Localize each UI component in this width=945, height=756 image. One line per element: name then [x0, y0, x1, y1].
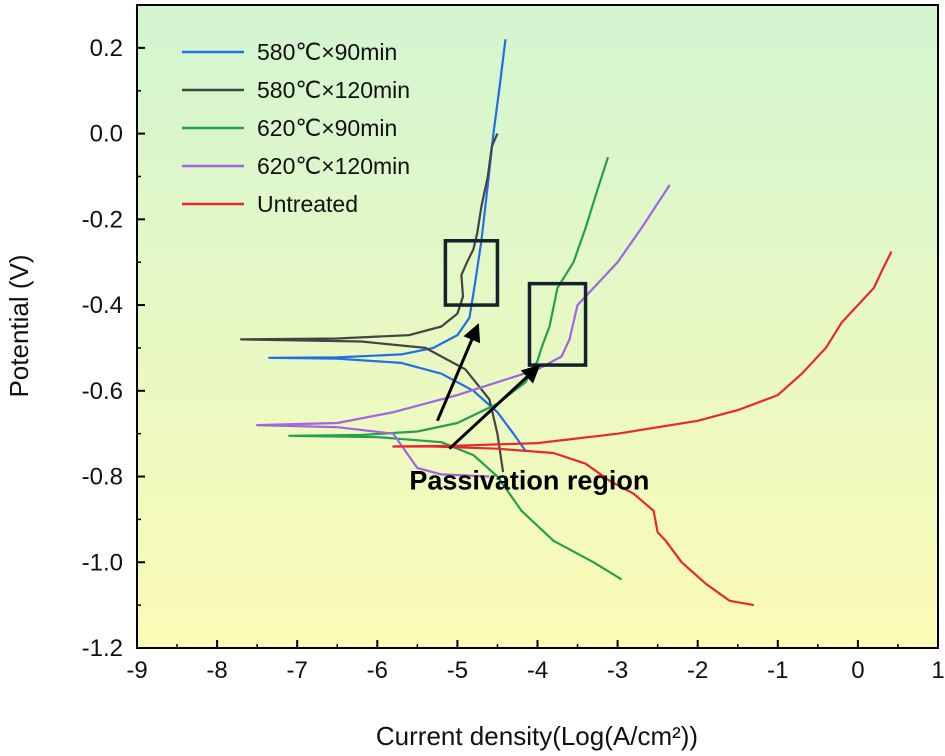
x-tick-label-2: -7: [287, 657, 308, 684]
passivation-arrow-1: [448, 364, 541, 450]
y-tick-label-7: 0.2: [90, 35, 123, 62]
series-line-1: [240, 133, 505, 473]
legend-label-2: 620℃×90min: [257, 115, 397, 141]
x-tick-label-9: 0: [851, 657, 864, 684]
x-tick-label-0: -9: [126, 657, 147, 684]
x-axis-title: Current density(Log(A/cm²)): [376, 721, 698, 751]
y-tick-label-2: -0.8: [82, 464, 123, 491]
axes-layer: -9 -8 -7 -6 -5 -4 -3 -2 -1 0 1 -1.2 -1.0 -0.8 -0.6 -0.4…: [82, 4, 945, 684]
x-tick-label-1: -8: [206, 657, 227, 684]
y-tick-label-6: 0.0: [90, 121, 123, 148]
legend-label-4: Untreated: [257, 191, 358, 217]
y-tick-label-1: -1.0: [82, 549, 123, 576]
legend-label-0: 580℃×90min: [257, 39, 397, 65]
series-layer: [240, 39, 893, 607]
x-tick-label-5: -4: [527, 657, 548, 684]
legend: 580℃×90min 580℃×120min 620℃×90min 620℃×120m…: [182, 39, 410, 217]
y-tick-label-0: -1.2: [82, 635, 123, 662]
passivation-label: Passivation region: [409, 465, 649, 495]
passivation-arrow-0: [435, 323, 481, 422]
x-tick-label-6: -3: [607, 657, 628, 684]
series-line-2: [288, 156, 623, 581]
y-axis-title: Potential (V): [4, 254, 34, 397]
x-tick-label-8: -1: [767, 657, 788, 684]
passivation-box-1: [527, 281, 588, 367]
x-tick-label-4: -5: [447, 657, 468, 684]
y-tick-label-5: -0.2: [82, 206, 123, 233]
y-tick-label-3: -0.6: [82, 378, 123, 405]
series-line-3: [256, 184, 671, 478]
passivation-box-0: [443, 239, 500, 307]
plot-background: [137, 5, 938, 648]
legend-label-1: 580℃×120min: [257, 77, 410, 103]
x-tick-label-10: 1: [931, 657, 944, 684]
legend-label-3: 620℃×120min: [257, 153, 410, 179]
y-tick-label-4: -0.4: [82, 292, 123, 319]
annotation-layer: Passivation region: [409, 239, 649, 495]
series-line-4: [392, 251, 893, 607]
x-tick-label-3: -6: [367, 657, 388, 684]
x-tick-label-7: -2: [687, 657, 708, 684]
